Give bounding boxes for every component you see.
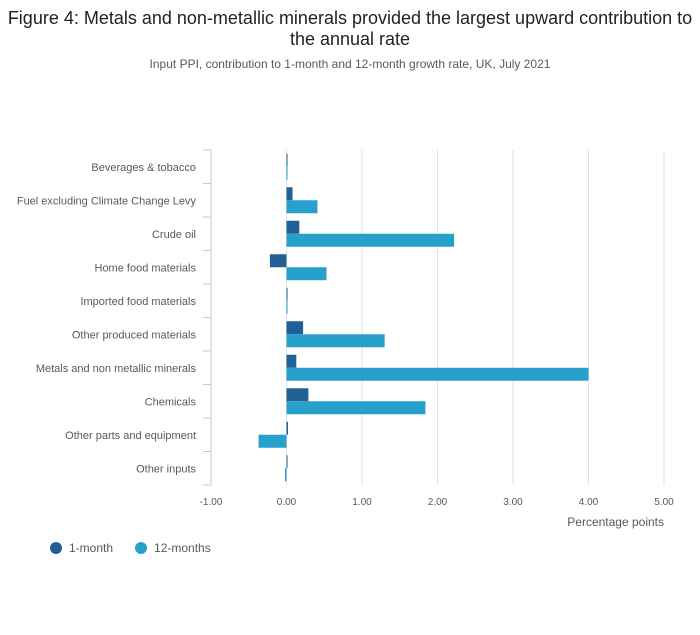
bar-1-month[interactable] (286, 354, 297, 368)
x-tick-labels: -1.00 0.00 1.00 2.00 3.00 4.00 5.00 (200, 497, 675, 508)
bar-12-months[interactable] (286, 334, 385, 348)
x-tick-label: -1.00 (200, 497, 223, 508)
category-label: Home food materials (95, 262, 197, 274)
category-label: Beverages & tobacco (91, 162, 196, 174)
category-label: Chemicals (145, 396, 197, 408)
legend-item-1-month[interactable]: 1-month (50, 541, 113, 555)
bar-12-months[interactable] (286, 267, 327, 281)
bar-1-month[interactable] (269, 254, 287, 268)
bars (258, 153, 589, 482)
x-axis-label: Percentage points (567, 515, 664, 529)
category-labels: Beverages & tobacco Fuel excluding Climat… (17, 162, 197, 476)
bar-1-month[interactable] (286, 220, 300, 234)
bar-12-months[interactable] (286, 233, 455, 247)
category-label: Imported food materials (80, 296, 196, 308)
bar-12-months[interactable] (286, 300, 288, 314)
chart-title: Figure 4: Metals and non-metallic minera… (7, 8, 693, 49)
x-tick-label: 2.00 (428, 497, 448, 508)
category-label: Fuel excluding Climate Change Levy (17, 195, 197, 207)
bar-1-month[interactable] (286, 321, 304, 335)
bar-12-months[interactable] (286, 166, 288, 180)
category-label: Other produced materials (72, 329, 197, 341)
x-tick-label: 4.00 (579, 497, 599, 508)
category-label: Other parts and equipment (65, 430, 196, 442)
bar-12-months[interactable] (284, 468, 287, 482)
bar-12-months[interactable] (286, 367, 589, 381)
legend-swatch-1-month (50, 542, 62, 554)
bar-1-month[interactable] (286, 187, 293, 201)
bar-1-month[interactable] (286, 388, 309, 402)
bar-12-months[interactable] (286, 401, 426, 415)
bar-1-month[interactable] (286, 421, 289, 435)
category-label: Metals and non metallic minerals (36, 363, 197, 375)
bar-1-month[interactable] (286, 455, 288, 469)
x-tick-label: 1.00 (352, 497, 372, 508)
bar-1-month[interactable] (286, 287, 288, 301)
category-label: Other inputs (136, 463, 196, 475)
x-tick-label: 3.00 (503, 497, 523, 508)
category-label: Crude oil (152, 229, 196, 241)
legend-label-1-month: 1-month (69, 541, 114, 555)
legend-swatch-12-months (135, 542, 148, 554)
legend: 1-month 12-months (50, 541, 211, 555)
legend-label-12-months: 12-months (154, 541, 211, 555)
bar-12-months[interactable] (286, 200, 318, 214)
bar-12-months[interactable] (258, 434, 287, 448)
bar-1-month[interactable] (286, 153, 288, 167)
legend-item-12-months[interactable]: 12-months (135, 541, 211, 555)
chart-subtitle: Input PPI, contribution to 1-month and 1… (149, 57, 551, 71)
x-tick-label: 5.00 (654, 497, 674, 508)
x-tick-label: 0.00 (277, 497, 297, 508)
